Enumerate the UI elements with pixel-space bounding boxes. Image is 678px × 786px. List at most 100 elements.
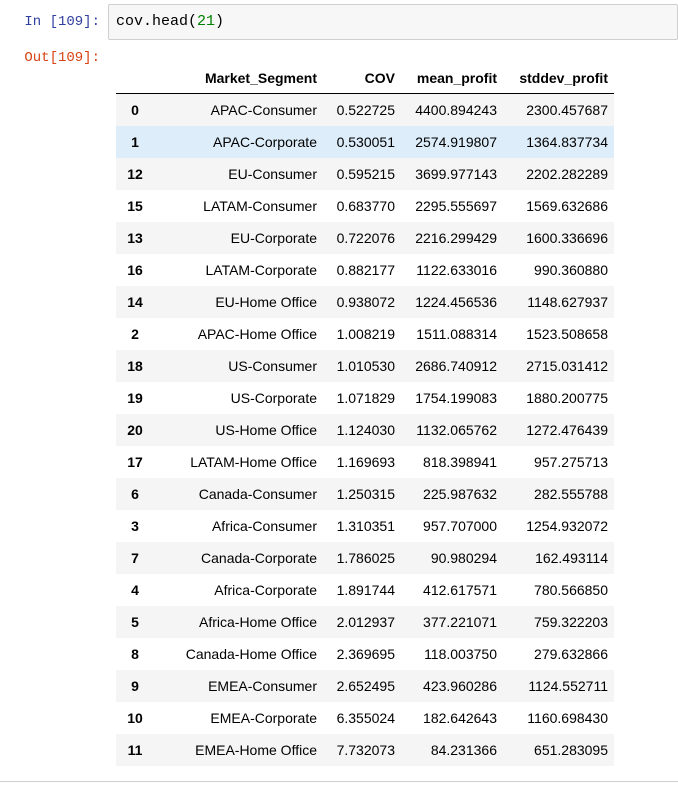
- cell-cov: 1.071829: [336, 389, 395, 406]
- table-row: 20 US-Home Office 1.124030 1132.065762 1272.…: [116, 413, 614, 446]
- cell-mean-profit: 225.987632: [423, 485, 497, 502]
- cell-mean-profit: 182.642643: [423, 709, 497, 726]
- cell-stddev-profit: 1523.508658: [526, 325, 608, 342]
- cell-mean-profit: 2216.299429: [415, 229, 497, 246]
- cell-market-segment: APAC-Corporate: [212, 133, 317, 150]
- cell-stddev-profit: 1148.627937: [527, 293, 608, 310]
- cell-cov: 0.530051: [336, 133, 395, 150]
- cell-mean-profit: 2295.555697: [415, 197, 497, 214]
- cell-cov: 0.522725: [336, 101, 395, 118]
- code-number-arg: 21: [197, 13, 216, 30]
- cell-mean-profit: 2574.919807: [415, 133, 497, 150]
- row-index: 10: [127, 709, 143, 726]
- table-row: 1 APAC-Corporate 0.530051 2574.919807 1364.8…: [116, 125, 614, 158]
- cell-cov: 0.722076: [336, 229, 395, 246]
- cell-stddev-profit: 1272.476439: [526, 421, 608, 438]
- cell-stddev-profit: 279.632866: [534, 645, 608, 662]
- cell-mean-profit: 2686.740912: [415, 357, 497, 374]
- table-row: 0 APAC-Consumer 0.522725 4400.894243 2300.45…: [116, 93, 614, 126]
- code-text-suffix: ): [215, 13, 225, 30]
- dataframe-table: Market_Segment COV mean_profit stddev_pr…: [116, 62, 614, 766]
- row-index: 19: [127, 389, 143, 406]
- table-row: 7 Canada-Corporate 1.786025 90.980294 162.49…: [116, 541, 614, 574]
- cell-stddev-profit: 1600.336696: [526, 229, 608, 246]
- cell-cov: 1.010530: [336, 357, 395, 374]
- cell-mean-profit: 1754.199083: [415, 389, 497, 406]
- header-market-segment: Market_Segment: [154, 62, 323, 94]
- row-index: 3: [131, 517, 139, 534]
- cell-market-segment: LATAM-Corporate: [205, 261, 317, 278]
- row-index: 6: [131, 485, 139, 502]
- table-row: 6 Canada-Consumer 1.250315 225.987632 282.55…: [116, 477, 614, 510]
- cell-cov: 1.310351: [336, 517, 395, 534]
- cell-stddev-profit: 990.360880: [534, 261, 608, 278]
- table-row: 4 Africa-Corporate 1.891744 412.617571 780.5…: [116, 574, 614, 606]
- cell-stddev-profit: 1880.200775: [526, 389, 608, 406]
- cell-mean-profit: 84.231366: [430, 741, 497, 758]
- cell-cov: 1.008219: [336, 325, 395, 342]
- cell-market-segment: EU-Consumer: [228, 165, 317, 182]
- header-index: [116, 62, 154, 94]
- cell-stddev-profit: 282.555788: [534, 485, 608, 502]
- cell-cov: 2.652495: [336, 677, 395, 694]
- row-index: 18: [127, 357, 143, 374]
- table-row: 2 APAC-Home Office 1.008219 1511.088314 1523…: [116, 318, 614, 350]
- cell-stddev-profit: 2202.282289: [526, 165, 608, 182]
- table-row: 10 EMEA-Corporate 6.355024 182.642643 1160.6…: [116, 702, 614, 734]
- cell-mean-profit: 412.617571: [423, 581, 497, 598]
- table-row: 15 LATAM-Consumer 0.683770 2295.555697 1569.…: [116, 190, 614, 222]
- cell-market-segment: Canada-Consumer: [198, 485, 317, 502]
- cell-market-segment: US-Corporate: [230, 389, 317, 406]
- cell-mean-profit: 1224.456536: [415, 293, 497, 310]
- row-index: 11: [127, 741, 143, 758]
- table-row: 19 US-Corporate 1.071829 1754.199083 1880.20…: [116, 382, 614, 414]
- cell-market-segment: EU-Home Office: [215, 293, 317, 310]
- cell-stddev-profit: 1569.632686: [526, 197, 608, 214]
- cell-stddev-profit: 1124.552711: [528, 677, 608, 694]
- input-prompt: In [109]:: [24, 14, 100, 30]
- row-index: 9: [131, 677, 139, 694]
- cell-mean-profit: 423.960286: [423, 677, 497, 694]
- row-index: 17: [127, 453, 143, 470]
- output-area: Market_Segment COV mean_profit stddev_pr…: [116, 62, 614, 766]
- row-index: 16: [127, 261, 143, 278]
- cell-cov: 7.732073: [336, 741, 395, 758]
- cell-market-segment: APAC-Consumer: [210, 101, 317, 118]
- cell-mean-profit: 1511.088314: [416, 325, 497, 342]
- table-row: 8 Canada-Home Office 2.369695 118.003750 279…: [116, 638, 614, 670]
- cell-stddev-profit: 2300.457687: [526, 101, 608, 118]
- cell-mean-profit: 4400.894243: [415, 101, 497, 118]
- cell-cov: 0.595215: [336, 165, 395, 182]
- cell-stddev-profit: 651.283095: [534, 741, 608, 758]
- cell-market-segment: Africa-Home Office: [199, 613, 317, 630]
- cell-market-segment: EMEA-Corporate: [210, 709, 317, 726]
- table-row: 18 US-Consumer 1.010530 2686.740912 2715.031…: [116, 349, 614, 382]
- cell-market-segment: US-Home Office: [215, 421, 317, 438]
- cell-stddev-profit: 1160.698430: [527, 709, 608, 726]
- code-input-area[interactable]: cov.head(21): [108, 4, 678, 40]
- table-row: 14 EU-Home Office 0.938072 1224.456536 1148.…: [116, 285, 614, 318]
- cell-mean-profit: 3699.977143: [415, 165, 497, 182]
- table-body: 0 APAC-Consumer 0.522725 4400.894243 2300.45…: [116, 93, 614, 766]
- cell-cov: 1.124030: [336, 421, 395, 438]
- header-mean-profit: mean_profit: [401, 62, 503, 94]
- table-row: 17 LATAM-Home Office 1.169693 818.398941 957…: [116, 446, 614, 478]
- row-index: 5: [131, 613, 139, 630]
- table-row: 11 EMEA-Home Office 7.732073 84.231366 651.2…: [116, 733, 614, 766]
- cell-market-segment: APAC-Home Office: [197, 325, 317, 342]
- cell-market-segment: EMEA-Consumer: [208, 677, 317, 694]
- header-stddev-profit: stddev_profit: [503, 62, 614, 94]
- cell-cov: 1.250315: [336, 485, 395, 502]
- cell-market-segment: Canada-Home Office: [185, 645, 317, 662]
- table-row: 5 Africa-Home Office 2.012937 377.221071 759…: [116, 605, 614, 638]
- cell-stddev-profit: 2715.031412: [526, 357, 608, 374]
- row-index: 13: [127, 229, 143, 246]
- row-index: 0: [131, 101, 139, 118]
- row-index: 7: [131, 549, 139, 566]
- cell-stddev-profit: 957.275713: [534, 453, 608, 470]
- cell-cov: 1.169693: [336, 453, 395, 470]
- cell-stddev-profit: 759.322203: [534, 613, 608, 630]
- cell-mean-profit: 377.221071: [423, 613, 497, 630]
- cell-cov: 0.938072: [336, 293, 395, 310]
- row-index: 2: [131, 325, 139, 342]
